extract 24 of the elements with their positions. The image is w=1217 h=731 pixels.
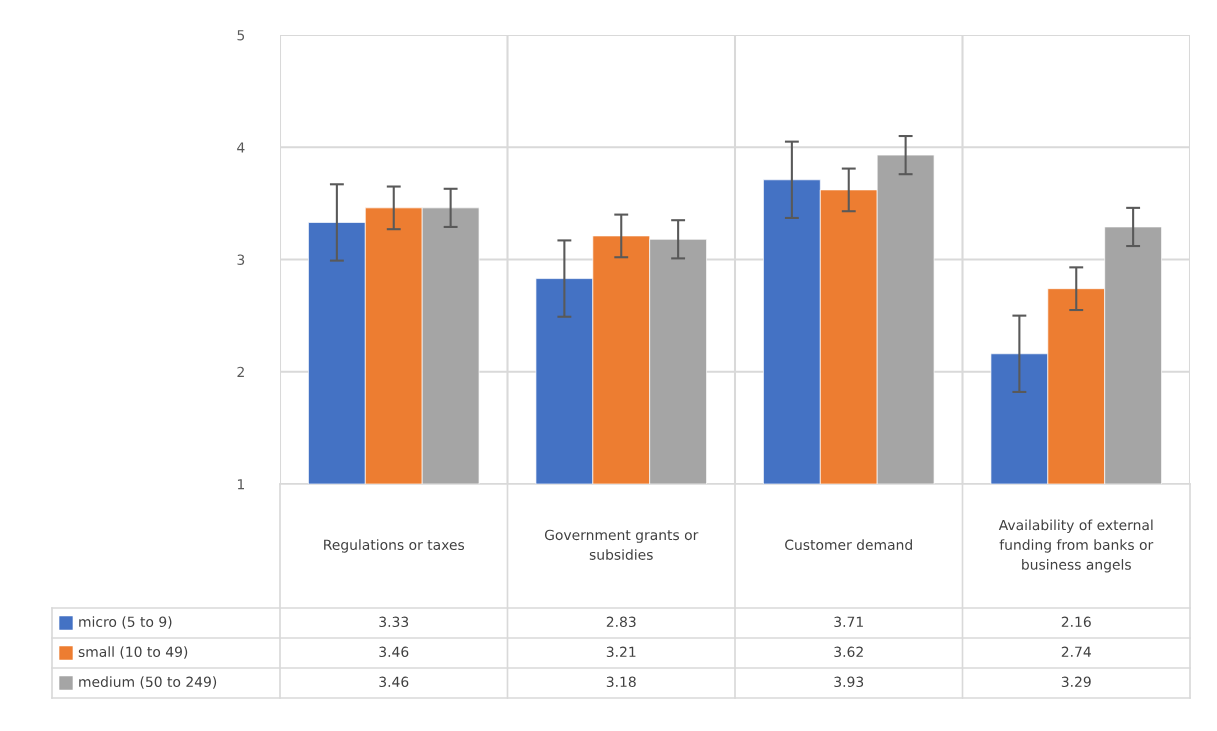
data-label: 3.46: [379, 646, 409, 658]
data-label: 3.93: [834, 676, 864, 688]
x-tick-label: Regulations or taxes: [324, 539, 465, 553]
y-tick-label: 4: [237, 142, 245, 153]
data-label: 2.74: [1061, 646, 1091, 657]
y-tick-label: 2: [237, 366, 244, 378]
y-tick-label: 1: [237, 479, 244, 490]
data-label: 2.16: [1061, 616, 1091, 628]
data-label: 3.29: [1061, 676, 1091, 688]
x-tick-label: Availability of external funding from banks or business angels: [998, 519, 1154, 573]
data-label: 2.83: [606, 616, 636, 628]
x-tick-label: Customer demand: [785, 539, 912, 551]
data-label: 3.18: [606, 676, 636, 688]
y-tick-label: 5: [237, 30, 245, 41]
x-tick-label: Government grants or subsidies: [544, 529, 699, 560]
data-label: 3.62: [834, 646, 863, 658]
legend-label: micro (5 to 9): [79, 616, 172, 629]
legend-label: small (10 to 49): [78, 646, 188, 659]
data-label: 3.46: [379, 676, 409, 688]
y-tick-label: 3: [237, 254, 245, 265]
data-label: 3.71: [834, 616, 863, 628]
data-label: 3.21: [606, 646, 636, 658]
legend-label: medium (50 to 249): [79, 676, 217, 689]
data-label: 3.33: [379, 616, 409, 628]
